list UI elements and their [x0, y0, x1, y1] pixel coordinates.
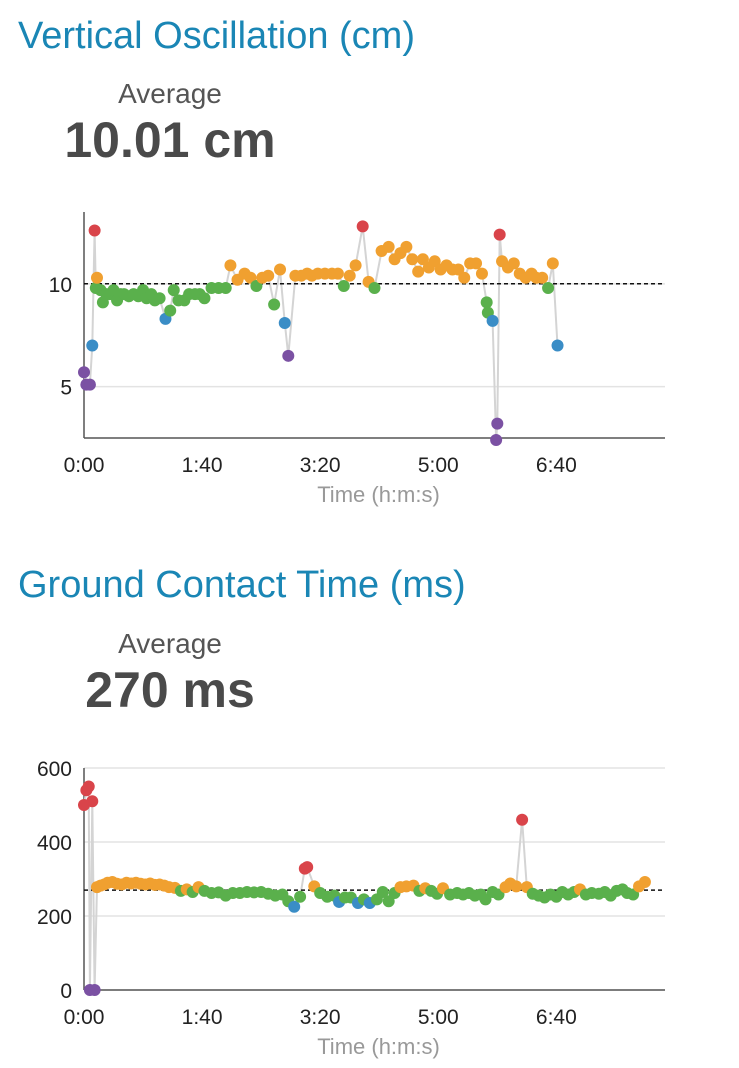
vo-series-line [83, 225, 559, 442]
vo-data-point [86, 339, 99, 352]
vo-data-point [546, 257, 559, 270]
vo-data-point [475, 267, 488, 280]
vo-data-point [83, 378, 96, 391]
vo-data-point [219, 282, 232, 295]
gct-x-tick-label: 1:40 [182, 1006, 223, 1029]
vo-data-point [406, 253, 419, 266]
vo-x-tick-label: 3:20 [300, 454, 341, 477]
vo-data-point [536, 271, 549, 284]
vo-data-point [412, 265, 425, 278]
vo-data-point [400, 240, 413, 253]
vo-data-point [507, 257, 520, 270]
gct-data-point [82, 780, 95, 793]
vertical-oscillation-average-label: Average [118, 78, 222, 109]
gct-data-point [288, 900, 301, 913]
vo-data-point [349, 259, 362, 272]
vo-data-point [480, 296, 493, 309]
vo-data-point [470, 257, 483, 270]
gct-data-point [492, 888, 505, 901]
gct-x-tick-label: 3:20 [300, 1006, 341, 1029]
gct-data-point [86, 795, 99, 808]
ground-contact-time-average-label: Average [118, 628, 222, 659]
gct-y-tick-label: 600 [37, 758, 72, 781]
vertical-oscillation-title: Vertical Oscillation (cm) [18, 15, 415, 57]
gct-data-point [638, 875, 651, 888]
vo-data-point [164, 304, 177, 317]
vertical-oscillation-average-value: 10.01 cm [64, 112, 276, 168]
vo-data-point [153, 292, 166, 305]
gct-data-point [376, 885, 389, 898]
vo-x-tick-label: 1:40 [182, 454, 223, 477]
gct-data-point [294, 890, 307, 903]
gct-x-tick-label: 0:00 [64, 1006, 105, 1029]
gct-y-tick-label: 400 [37, 832, 72, 855]
vo-data-point [343, 269, 356, 282]
ground-contact-time-chart: 0 200 400 600 0:00 1:40 3:20 5:00 6:40 Time (h:m:… [37, 758, 665, 1059]
gct-y-tick-label: 0 [60, 980, 72, 1003]
vertical-oscillation-chart: 5 10 0:00 1:40 3:20 5:00 6:40 Time (h:m:s) [49, 212, 665, 507]
vo-data-point [486, 314, 499, 327]
gct-y-tick-label: 200 [37, 906, 72, 929]
vo-data-point [551, 339, 564, 352]
vo-x-tick-label: 6:40 [536, 454, 577, 477]
gct-x-tick-label: 5:00 [418, 1006, 459, 1029]
vo-data-point [88, 224, 101, 237]
vo-data-point [490, 434, 503, 447]
vo-data-point [262, 269, 275, 282]
vo-x-tick-label: 5:00 [418, 454, 459, 477]
vo-data-point [224, 259, 237, 272]
vo-data-point [356, 220, 369, 233]
gct-data-point [88, 984, 101, 996]
gct-data-point [510, 880, 523, 893]
vo-data-point [198, 292, 211, 305]
vo-data-point [458, 271, 471, 284]
gct-data-point [516, 813, 529, 826]
gct-x-tick-label: 6:40 [536, 1006, 577, 1029]
vo-y-tick-label: 5 [60, 377, 72, 400]
vo-data-point [78, 366, 90, 379]
vo-data-point [368, 282, 381, 295]
vo-data-point [337, 279, 350, 292]
ground-contact-time-title: Ground Contact Time (ms) [18, 564, 466, 606]
vo-x-axis-label: Time (h:m:s) [317, 482, 440, 507]
gct-data-point [301, 861, 314, 874]
gct-data-point [479, 893, 492, 906]
vo-data-point [331, 267, 344, 280]
vo-data-point [382, 240, 395, 253]
vo-data-point [274, 263, 287, 276]
vo-data-point [268, 298, 281, 311]
vo-data-point [282, 349, 295, 362]
vo-x-tick-label: 0:00 [64, 454, 105, 477]
vo-data-point [90, 271, 103, 284]
vo-data-point [167, 284, 180, 297]
vo-y-tick-label: 10 [49, 274, 72, 297]
ground-contact-time-average-value: 270 ms [85, 662, 255, 718]
vo-data-point [491, 417, 504, 430]
vo-data-point [278, 316, 291, 329]
vo-data-point [493, 228, 506, 241]
gct-x-axis-label: Time (h:m:s) [317, 1034, 440, 1059]
vo-data-point [542, 282, 555, 295]
